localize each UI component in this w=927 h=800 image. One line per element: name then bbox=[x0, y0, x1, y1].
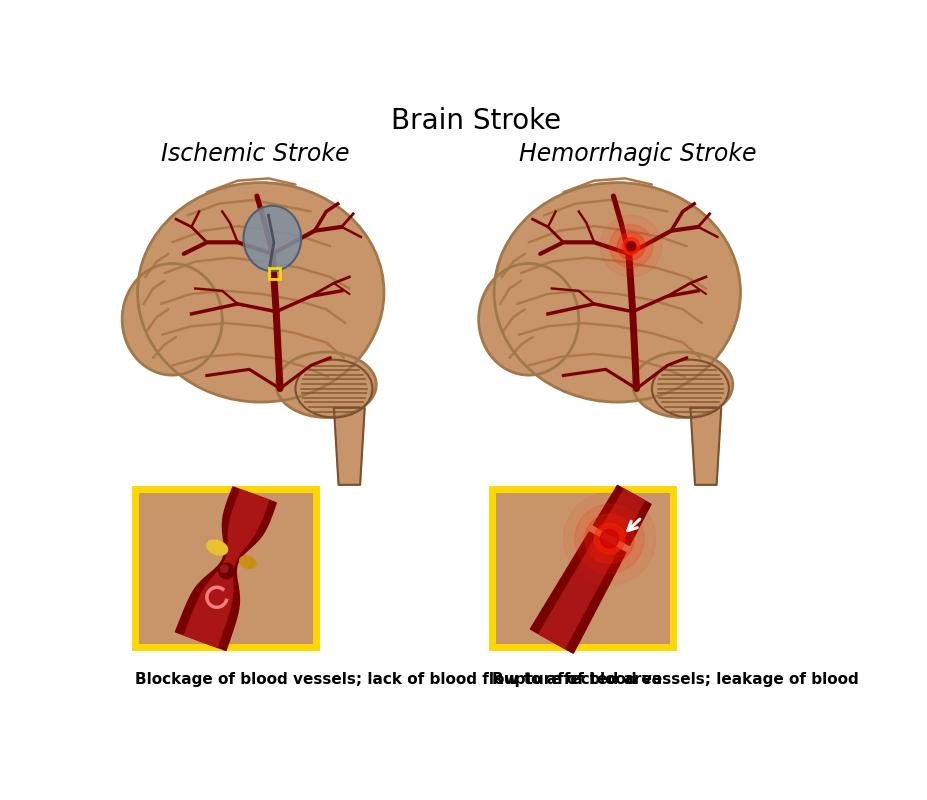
Ellipse shape bbox=[276, 352, 375, 418]
Ellipse shape bbox=[652, 360, 728, 418]
Ellipse shape bbox=[239, 556, 256, 568]
Text: Ischemic Stroke: Ischemic Stroke bbox=[160, 142, 349, 166]
Polygon shape bbox=[600, 489, 643, 542]
Polygon shape bbox=[184, 490, 269, 647]
Polygon shape bbox=[690, 408, 720, 485]
Circle shape bbox=[593, 523, 624, 554]
Ellipse shape bbox=[493, 182, 740, 402]
Text: Hemorrhagic Stroke: Hemorrhagic Stroke bbox=[518, 142, 756, 166]
Polygon shape bbox=[530, 532, 625, 654]
Circle shape bbox=[574, 504, 643, 574]
Ellipse shape bbox=[137, 182, 384, 402]
Ellipse shape bbox=[221, 565, 228, 573]
Circle shape bbox=[600, 530, 618, 548]
Ellipse shape bbox=[243, 206, 301, 271]
Circle shape bbox=[600, 215, 661, 277]
Polygon shape bbox=[334, 408, 364, 485]
Ellipse shape bbox=[137, 182, 384, 402]
Ellipse shape bbox=[295, 360, 372, 418]
Circle shape bbox=[563, 493, 655, 585]
Circle shape bbox=[626, 242, 635, 250]
Text: Blockage of blood vessels; lack of blood flow to affected area: Blockage of blood vessels; lack of blood… bbox=[135, 672, 662, 687]
Polygon shape bbox=[539, 536, 617, 649]
Ellipse shape bbox=[207, 540, 227, 555]
Ellipse shape bbox=[122, 263, 222, 375]
Bar bbox=[491, 489, 672, 646]
Circle shape bbox=[622, 238, 639, 254]
Ellipse shape bbox=[493, 182, 740, 402]
Text: Rupture of blood vessels; leakage of blood: Rupture of blood vessels; leakage of blo… bbox=[491, 672, 857, 687]
Circle shape bbox=[609, 225, 652, 268]
Polygon shape bbox=[592, 486, 651, 546]
Bar bbox=[269, 268, 280, 279]
Circle shape bbox=[616, 232, 644, 260]
Text: Brain Stroke: Brain Stroke bbox=[390, 107, 560, 135]
Ellipse shape bbox=[632, 352, 732, 418]
Circle shape bbox=[584, 514, 633, 563]
Ellipse shape bbox=[478, 263, 578, 375]
Ellipse shape bbox=[219, 563, 234, 578]
Polygon shape bbox=[175, 487, 276, 650]
Bar bbox=[135, 489, 316, 646]
